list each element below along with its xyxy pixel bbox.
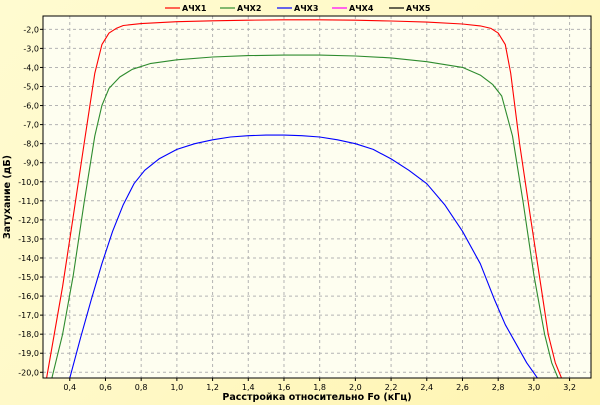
grid [43,16,591,378]
x-tick-label: 2,2 [385,383,398,392]
y-tick-label: -2,0 [23,25,39,34]
plot-background [43,16,591,378]
y-tick-label: -6,0 [23,102,39,111]
legend-item-5[interactable]: АЧХ5 [389,4,431,13]
plot-frame [42,15,592,379]
x-tick-label: 2,4 [420,383,433,392]
x-tick-label: 1,6 [278,383,291,392]
legend[interactable]: АЧХ1 АЧХ2 АЧХ3 АЧХ4 АЧХ5 [165,4,431,13]
x-axis-ticks: 0,4 0,6 0,8 1,0 1,2 1,4 1,6 1,8 2,0 2,2 2,4 2,6 2,8 3… [63,378,576,392]
y-tick-label: -13,0 [18,235,39,244]
x-axis-label: Расстройка относительно Fo (кГц) [222,392,411,403]
legend-label: АЧХ1 [182,4,207,13]
x-tick-label: 1,8 [313,383,326,392]
y-tick-label: -9,0 [23,159,39,168]
y-tick-label: -17,0 [18,311,39,320]
legend-label: АЧХ2 [237,4,261,13]
y-tick-label: -4,0 [23,63,39,72]
y-tick-label: -19,0 [18,349,39,358]
legend-item-1[interactable]: АЧХ1 [165,4,207,13]
legend-label: АЧХ5 [406,4,431,13]
x-tick-label: 1,4 [242,383,255,392]
x-tick-label: 0,4 [63,383,76,392]
y-axis-ticks: -2,0 -3,0 -4,0 -5,0 -6,0 -7,0 -8,0 -9,0 -10,0 -11… [18,25,43,377]
x-tick-label: 2,0 [349,383,362,392]
y-tick-label: -20,0 [18,368,39,377]
x-tick-label: 2,8 [492,383,505,392]
x-tick-label: 0,8 [135,383,148,392]
x-tick-label: 2,6 [456,383,469,392]
y-tick-label: -3,0 [23,44,39,53]
y-tick-label: -5,0 [23,82,39,91]
x-tick-label: 1,0 [171,383,184,392]
series-lines [46,19,563,378]
x-tick-label: 3,0 [528,383,541,392]
y-tick-label: -18,0 [18,330,39,339]
y-tick-label: -14,0 [18,254,39,263]
legend-label: АЧХ4 [349,4,374,13]
y-tick-label: -7,0 [23,121,39,130]
series-line-2 [51,54,559,378]
y-tick-label: -10,0 [18,178,39,187]
series-line-3 [69,134,538,378]
y-tick-label: -15,0 [18,273,39,282]
x-tick-label: 0,6 [99,383,112,392]
y-tick-label: -12,0 [18,216,39,225]
legend-label: АЧХ3 [294,4,318,13]
legend-item-3[interactable]: АЧХ3 [277,4,318,13]
y-tick-label: -11,0 [18,197,39,206]
series-line-1 [46,19,563,378]
y-axis-label: Затухание (дБ) [2,155,13,239]
legend-item-2[interactable]: АЧХ2 [220,4,261,13]
x-tick-label: 1,2 [206,383,219,392]
y-tick-label: -16,0 [18,292,39,301]
x-tick-label: 3,2 [563,383,576,392]
legend-item-4[interactable]: АЧХ4 [332,4,374,13]
y-tick-label: -8,0 [23,140,39,149]
